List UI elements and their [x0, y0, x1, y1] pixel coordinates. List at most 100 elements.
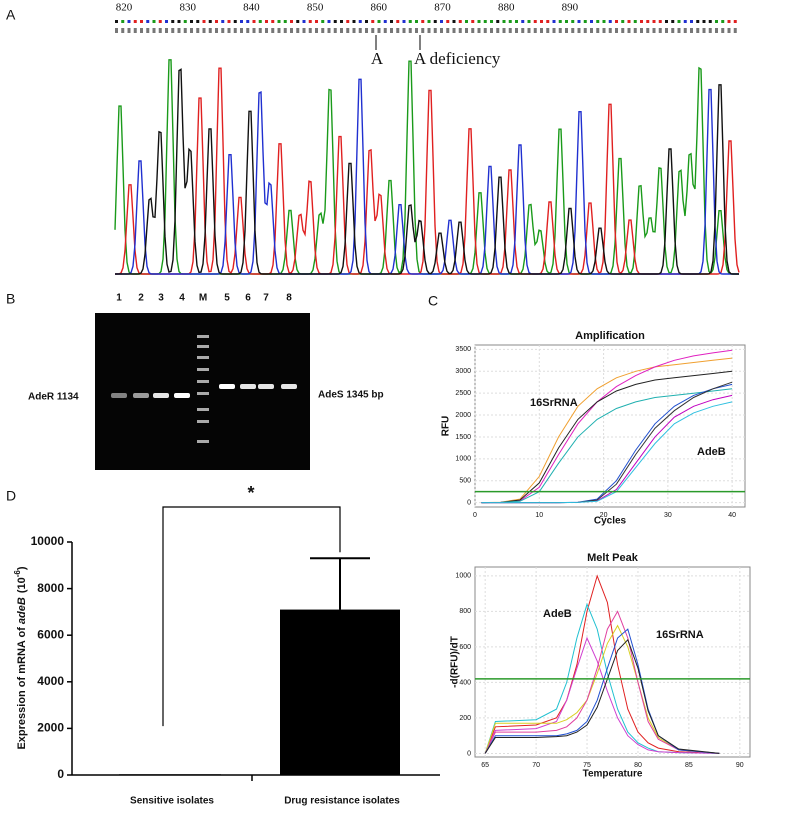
base-mark [596, 20, 600, 23]
base-letter [533, 28, 537, 33]
base-mark [271, 20, 275, 23]
y-label-exponent: -6 [13, 570, 22, 578]
base-mark [452, 20, 456, 23]
base-mark [346, 20, 350, 23]
gel-band [133, 393, 149, 398]
position-label: 820 [116, 2, 133, 14]
gel-image [95, 313, 310, 470]
base-letter [721, 28, 725, 33]
curve [481, 349, 733, 504]
base-mark [127, 20, 131, 23]
base-letter [252, 28, 256, 33]
base-mark [665, 20, 668, 23]
plot-frame [474, 566, 751, 758]
base-letter [715, 28, 718, 33]
base-letter [221, 28, 225, 33]
y-tick-label: 4000 [37, 674, 64, 688]
base-mark [633, 20, 637, 23]
base-letter [690, 28, 693, 33]
base-mark [283, 20, 287, 23]
base-letter [133, 28, 137, 33]
base-letter [571, 28, 575, 33]
ladder-band [197, 356, 209, 359]
chart-title: Melt Peak [587, 552, 639, 564]
base-letter [683, 28, 687, 33]
y-label-part: ) [16, 566, 28, 570]
x-tick-label: 80 [634, 762, 642, 769]
base-letter [471, 28, 475, 33]
annotation: A [371, 49, 384, 68]
base-mark [558, 20, 562, 23]
y-tick-label: 200 [459, 715, 471, 722]
y-tick-label: 600 [459, 644, 471, 651]
base-mark [483, 20, 487, 23]
base-letter [646, 28, 650, 33]
base-mark [302, 20, 306, 23]
curve-label: AdeB [697, 446, 726, 458]
lane-label: 3 [158, 293, 164, 304]
base-letter [140, 28, 143, 33]
base-letter [390, 28, 393, 33]
base-mark [546, 20, 550, 23]
base-letter [627, 28, 631, 33]
x-tick-label: 70 [532, 762, 540, 769]
base-mark [383, 20, 387, 23]
base-mark [158, 20, 162, 23]
x-tick-label: 65 [481, 762, 489, 769]
y-axis-label: -d(RFU)/dT [450, 636, 461, 688]
base-letter [383, 28, 387, 33]
base-mark [202, 20, 206, 23]
base-letter [421, 28, 425, 33]
base-mark [165, 20, 168, 23]
base-letter [340, 28, 343, 33]
curve [484, 610, 720, 754]
y-tick-label: 0 [57, 767, 64, 781]
x-tick-label: 10 [535, 512, 543, 519]
base-letter [208, 28, 212, 33]
base-mark [533, 20, 537, 23]
base-mark [590, 20, 593, 23]
x-tick-label: 20 [600, 512, 608, 519]
base-mark [515, 20, 518, 23]
base-mark [702, 20, 706, 23]
plot-frame [474, 344, 746, 508]
y-tick-label: 500 [459, 478, 471, 485]
category-label: Drug resistance isolates [284, 796, 400, 807]
curve-label: AdeB [543, 608, 572, 620]
position-label: 830 [179, 2, 196, 14]
bar [280, 609, 400, 775]
base-letter [321, 28, 325, 33]
base-letter [415, 28, 418, 33]
y-axis-label: Expression of mRNA of adeB (10-6) [13, 566, 28, 749]
base-mark [583, 20, 587, 23]
y-label-part: Expression of mRNA of [16, 624, 28, 750]
gel-band [219, 384, 235, 389]
position-label: 880 [498, 2, 515, 14]
x-tick-label: 30 [664, 512, 672, 519]
base-letter [196, 28, 200, 33]
base-letter [540, 28, 543, 33]
base-mark [508, 20, 512, 23]
base-letter [483, 28, 487, 33]
x-tick-label: 90 [736, 762, 744, 769]
base-mark [552, 20, 556, 23]
ladder-band [197, 440, 209, 443]
base-letter [621, 28, 625, 33]
base-mark [121, 20, 125, 23]
base-letter [458, 28, 462, 33]
base-letter [590, 28, 593, 33]
base-mark [215, 20, 218, 23]
base-mark [227, 20, 231, 23]
base-letter [708, 28, 712, 33]
base-letter [502, 28, 506, 33]
base-letter [515, 28, 518, 33]
base-mark [708, 20, 712, 23]
base-mark [365, 20, 368, 23]
gel-band [111, 393, 127, 398]
base-mark [233, 20, 237, 23]
base-letter [633, 28, 637, 33]
base-letter [358, 28, 362, 33]
y-tick-label: 400 [459, 679, 471, 686]
x-axis-label: Temperature [583, 769, 643, 780]
base-letter [552, 28, 556, 33]
